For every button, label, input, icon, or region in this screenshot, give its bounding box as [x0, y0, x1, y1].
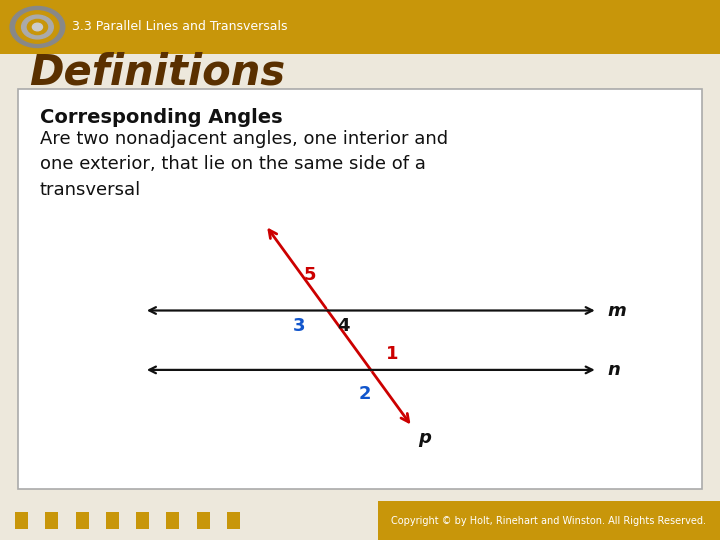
FancyBboxPatch shape	[0, 501, 720, 540]
Text: Definitions: Definitions	[29, 52, 285, 94]
Circle shape	[16, 11, 59, 43]
Text: 3.3 Parallel Lines and Transversals: 3.3 Parallel Lines and Transversals	[72, 21, 287, 33]
FancyBboxPatch shape	[227, 512, 240, 529]
FancyBboxPatch shape	[166, 512, 179, 529]
FancyBboxPatch shape	[0, 0, 720, 54]
FancyBboxPatch shape	[18, 89, 702, 489]
Text: Copyright © by Holt, Rinehart and Winston. All Rights Reserved.: Copyright © by Holt, Rinehart and Winsto…	[391, 516, 706, 525]
FancyBboxPatch shape	[45, 512, 58, 529]
FancyBboxPatch shape	[15, 512, 28, 529]
Text: 1: 1	[386, 345, 399, 363]
FancyBboxPatch shape	[106, 512, 119, 529]
Text: 5: 5	[303, 266, 316, 285]
FancyBboxPatch shape	[76, 512, 89, 529]
FancyBboxPatch shape	[378, 501, 720, 540]
Text: 4: 4	[337, 316, 350, 335]
Text: Corresponding Angles: Corresponding Angles	[40, 108, 282, 127]
Text: p: p	[418, 429, 431, 448]
Text: n: n	[607, 361, 620, 379]
Text: 2: 2	[359, 385, 372, 403]
Circle shape	[27, 19, 48, 35]
FancyBboxPatch shape	[136, 512, 149, 529]
Text: m: m	[607, 301, 626, 320]
Circle shape	[22, 15, 53, 39]
Circle shape	[10, 6, 65, 48]
FancyBboxPatch shape	[197, 512, 210, 529]
Text: Are two nonadjacent angles, one interior and
one exterior, that lie on the same : Are two nonadjacent angles, one interior…	[40, 130, 448, 199]
Circle shape	[32, 23, 42, 31]
Text: 3: 3	[292, 316, 305, 335]
